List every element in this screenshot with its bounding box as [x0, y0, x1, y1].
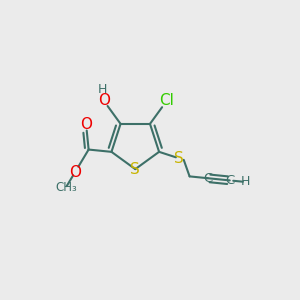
Text: Cl: Cl: [160, 93, 174, 108]
Text: C: C: [225, 174, 234, 187]
Text: S: S: [174, 151, 184, 166]
Text: O: O: [80, 117, 92, 132]
Text: H: H: [241, 175, 250, 188]
Text: S: S: [130, 162, 140, 177]
Text: CH₃: CH₃: [55, 181, 77, 194]
Text: H: H: [98, 83, 107, 96]
Text: C: C: [203, 172, 212, 185]
Text: O: O: [69, 165, 81, 180]
Text: O: O: [98, 93, 110, 108]
